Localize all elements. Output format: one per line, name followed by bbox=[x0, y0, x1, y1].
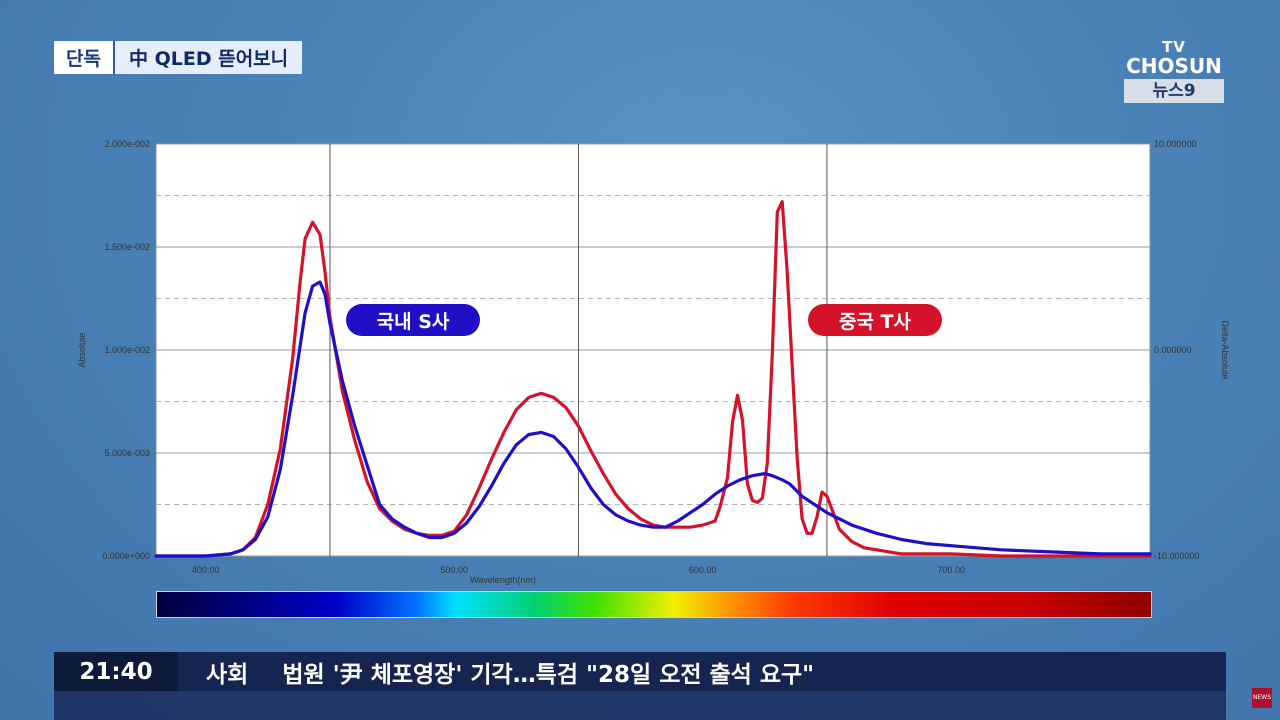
y2-axis-label: Delta-Absolute bbox=[1220, 320, 1230, 379]
y-tick-label: 0.000e+000 bbox=[102, 551, 150, 561]
x-tick-label: 700.00 bbox=[937, 565, 965, 575]
headline-bar: 단독 中 QLED 뜯어보니 bbox=[54, 41, 303, 74]
news-ticker: 21:40 사회 법원 '尹 체포영장' 기각…특검 "28일 오전 출석 요구… bbox=[54, 652, 1226, 691]
ticker-text: 법원 '尹 체포영장' 기각…특검 "28일 오전 출석 요구" bbox=[282, 661, 815, 688]
corner-news-logo: NEWS bbox=[1252, 688, 1272, 708]
label-korea-s: 국내 S사 bbox=[346, 304, 480, 336]
x-tick-label: 500.00 bbox=[440, 565, 468, 575]
x-axis-label: Wavelength(nm) bbox=[470, 575, 536, 585]
y-tick-label: 1.500e-002 bbox=[104, 242, 150, 252]
label-china-t: 중국 T사 bbox=[808, 304, 942, 336]
x-tick-label: 600.00 bbox=[689, 565, 717, 575]
y2-tick-label: -10.000000 bbox=[1154, 551, 1200, 561]
y-tick-label: 5.000e-003 bbox=[104, 448, 150, 458]
chart-svg: 0.000e+000 5.000e-003 1.000e-002 1.500e-002… bbox=[77, 139, 1230, 585]
x-tick-label: 400.00 bbox=[192, 565, 220, 575]
spectrum-chart: 0.000e+000 5.000e-003 1.000e-002 1.500e-002… bbox=[77, 139, 1230, 585]
logo-line-chosun: CHOSUN bbox=[1126, 54, 1222, 78]
logo-line-news9: 뉴스9 bbox=[1124, 79, 1224, 103]
exclusive-tag: 단독 bbox=[54, 41, 113, 74]
y-axis-label: Absolute bbox=[77, 332, 87, 367]
y-tick-label: 1.000e-002 bbox=[104, 345, 150, 355]
ticker-lower-band bbox=[54, 691, 1226, 720]
broadcaster-logo: TV CHOSUN 뉴스9 bbox=[1120, 40, 1228, 103]
logo-line-tv: TV bbox=[1162, 38, 1186, 56]
color-spectrum-bar bbox=[156, 591, 1152, 618]
y-tick-label: 2.000e-002 bbox=[104, 139, 150, 149]
series-line-korea bbox=[154, 280, 1152, 558]
headline-title: 中 QLED 뜯어보니 bbox=[112, 41, 303, 74]
ticker-category: 사회 bbox=[206, 661, 249, 688]
y2-tick-label: 0.000000 bbox=[1154, 345, 1192, 355]
ticker-time: 21:40 bbox=[54, 652, 178, 691]
y2-tick-label: 10.000000 bbox=[1154, 139, 1197, 149]
